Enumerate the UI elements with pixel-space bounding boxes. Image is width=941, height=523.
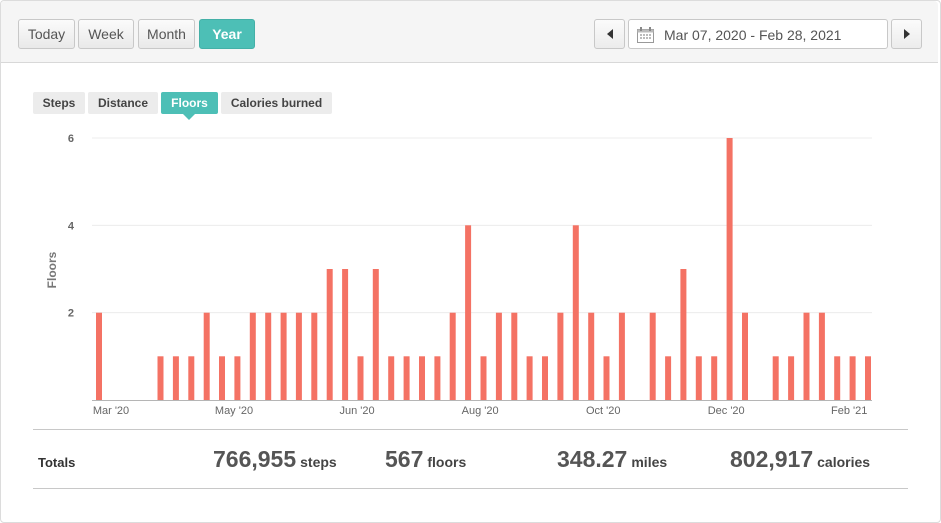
total-miles-value: 348.27 <box>557 446 628 472</box>
chart-bar[interactable] <box>419 356 425 400</box>
year-button[interactable]: Year <box>199 19 255 49</box>
caret-left-icon <box>607 29 613 39</box>
x-tick-label: Jun '20 <box>340 405 375 417</box>
today-button[interactable]: Today <box>18 19 75 49</box>
chart-bar[interactable] <box>295 312 302 400</box>
next-period-button[interactable] <box>891 19 922 49</box>
chart-bar[interactable] <box>96 312 102 400</box>
chart-bar[interactable] <box>434 356 441 400</box>
chart-bar[interactable] <box>357 356 364 400</box>
totals-label: Totals <box>38 455 76 470</box>
y-tick-label: 4 <box>68 220 75 232</box>
chart-bar[interactable] <box>865 356 871 400</box>
active-tab-caret <box>183 114 195 120</box>
x-tick-label: Feb '21 <box>831 405 867 417</box>
x-tick-label: Dec '20 <box>708 405 745 417</box>
x-tick-label: May '20 <box>215 405 253 417</box>
chart-bar[interactable] <box>219 356 225 400</box>
total-miles-unit: miles <box>631 454 668 470</box>
chart-bar[interactable] <box>849 356 856 400</box>
chart-bar[interactable] <box>372 269 379 400</box>
total-miles: 348.27 miles <box>557 446 667 473</box>
total-steps-value: 766,955 <box>213 446 297 472</box>
total-floors-value: 567 <box>385 446 424 472</box>
chart-bar[interactable] <box>772 356 779 400</box>
chart-bar[interactable] <box>711 356 718 400</box>
totals-divider-top <box>33 429 908 430</box>
chart-bar[interactable] <box>603 356 610 400</box>
total-steps-unit: steps <box>300 454 337 470</box>
total-calories: 802,917 calories <box>730 446 870 473</box>
chart-bar[interactable] <box>818 312 825 400</box>
chart-bar[interactable] <box>203 312 210 400</box>
total-calories-value: 802,917 <box>730 446 814 472</box>
chart-bar[interactable] <box>803 312 810 400</box>
total-floors-unit: floors <box>427 454 467 470</box>
chart-bar[interactable] <box>265 312 272 400</box>
chart-bar[interactable] <box>188 356 195 400</box>
chart-bar[interactable] <box>449 312 456 400</box>
tab-distance[interactable]: Distance <box>88 92 158 114</box>
week-button[interactable]: Week <box>78 19 134 49</box>
chart-bar[interactable] <box>526 356 533 400</box>
chart-bar[interactable] <box>326 269 333 400</box>
chart-bar[interactable] <box>588 312 595 400</box>
chart-bar[interactable] <box>157 356 164 400</box>
date-range-text: Mar 07, 2020 - Feb 28, 2021 <box>664 27 842 43</box>
chart-bar[interactable] <box>403 356 410 400</box>
date-range-picker[interactable]: Mar 07, 2020 - Feb 28, 2021 <box>628 19 888 49</box>
total-steps: 766,955 steps <box>213 446 337 473</box>
chart-bar[interactable] <box>480 356 487 400</box>
chart-bar[interactable] <box>726 138 733 400</box>
x-tick-label: Aug '20 <box>462 405 499 417</box>
chart-bar[interactable] <box>342 269 349 400</box>
chart-bar[interactable] <box>542 356 548 400</box>
tab-floors[interactable]: Floors <box>161 92 218 114</box>
chart-bar[interactable] <box>834 356 841 400</box>
y-axis-label: Floors <box>45 251 59 288</box>
floors-bar-chart: 2 4 6 Mar '20 May '20 Jun '20 Aug '20 Oct '20 D… <box>45 133 872 417</box>
previous-period-button[interactable] <box>594 19 625 49</box>
chart-bar[interactable] <box>742 312 748 400</box>
chart-bar[interactable] <box>511 312 518 400</box>
chart-bar[interactable] <box>234 356 241 400</box>
chart-bar[interactable] <box>665 356 672 400</box>
tab-steps[interactable]: Steps <box>33 92 85 114</box>
chart-bar[interactable] <box>311 312 318 400</box>
y-tick-label: 2 <box>68 308 74 320</box>
chart-bar[interactable] <box>172 356 179 400</box>
chart-bar[interactable] <box>388 356 395 400</box>
chart-bar[interactable] <box>465 225 472 400</box>
chart-bar[interactable] <box>572 225 579 400</box>
calendar-icon <box>637 27 654 43</box>
chart-bar[interactable] <box>680 269 687 400</box>
chart-bar[interactable] <box>249 312 256 400</box>
tab-calories-burned[interactable]: Calories burned <box>221 92 332 114</box>
chart-bar[interactable] <box>695 356 702 400</box>
chart-bar[interactable] <box>280 312 287 400</box>
chart-bar[interactable] <box>618 312 625 400</box>
total-calories-unit: calories <box>817 454 871 470</box>
totals-divider-bottom <box>33 488 908 489</box>
chart-bar[interactable] <box>557 312 564 400</box>
total-floors: 567 floors <box>385 446 466 473</box>
y-tick-label: 6 <box>68 133 74 145</box>
x-tick-label: Mar '20 <box>93 405 129 417</box>
chart-bar[interactable] <box>788 356 795 400</box>
chart-bar[interactable] <box>495 312 502 400</box>
chart-bar[interactable] <box>649 312 656 400</box>
x-tick-label: Oct '20 <box>586 405 621 417</box>
month-button[interactable]: Month <box>138 19 195 49</box>
caret-right-icon <box>904 29 910 39</box>
